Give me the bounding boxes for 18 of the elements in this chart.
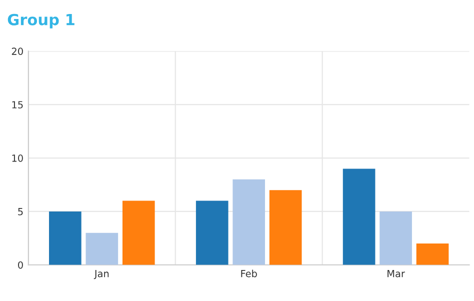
x-tick-label: Mar <box>388 270 405 278</box>
bar <box>269 190 302 265</box>
bar <box>232 179 266 265</box>
bar <box>122 200 155 265</box>
y-tick-label: 0 <box>18 261 23 269</box>
bar <box>196 200 228 265</box>
chart-title: Group 1 <box>8 14 74 28</box>
y-tick-label: 10 <box>12 154 23 162</box>
x-tick-label: Feb <box>241 270 257 278</box>
x-tick-label: Jan <box>94 270 109 280</box>
bar <box>49 211 82 265</box>
bar <box>342 168 376 265</box>
bar <box>86 232 118 265</box>
y-tick-label: 5 <box>18 208 23 216</box>
bar <box>416 244 449 265</box>
bar <box>380 211 412 265</box>
y-tick-label: 15 <box>12 101 23 108</box>
y-tick-label: 20 <box>12 48 23 55</box>
